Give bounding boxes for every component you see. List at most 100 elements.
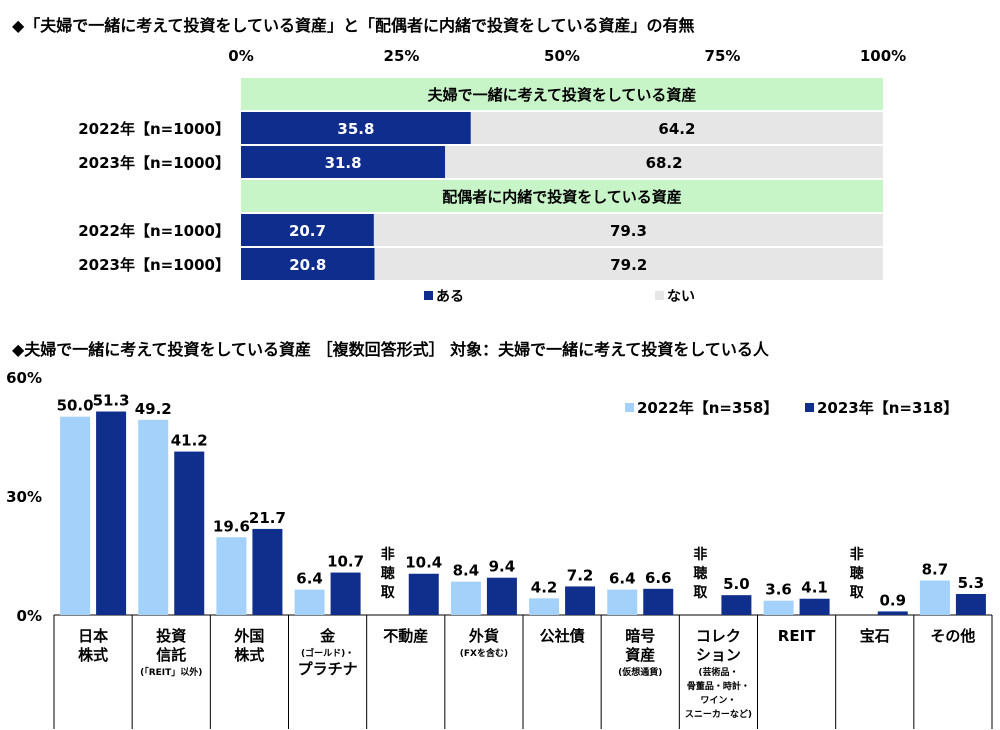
x-tick-label: 50% xyxy=(544,47,580,65)
legend-swatch xyxy=(805,403,814,412)
bar-2022 xyxy=(138,419,169,615)
bar-2023 xyxy=(721,595,752,615)
category-note: (「REIT」以外) xyxy=(140,666,202,678)
data-label: 50.0 xyxy=(57,397,94,415)
data-label: 5.0 xyxy=(723,575,750,593)
category-label: 金 xyxy=(319,627,336,645)
category-label: 株式 xyxy=(78,646,108,664)
bar-yes xyxy=(241,146,446,178)
category-label: 資産 xyxy=(625,646,655,664)
data-label: 9.4 xyxy=(489,558,516,576)
bar-2022 xyxy=(919,580,950,615)
bar-2023 xyxy=(486,577,517,615)
data-label-no: 79.2 xyxy=(610,256,647,274)
bar-2022 xyxy=(607,589,638,615)
data-label: 8.4 xyxy=(453,562,480,580)
category-label: 日本 xyxy=(78,627,108,645)
data-label: 19.6 xyxy=(213,517,250,535)
category-note: 骨董品・時計・ xyxy=(687,680,750,692)
bar-yes xyxy=(241,214,374,246)
data-label: 6.4 xyxy=(296,570,323,588)
category-label: 投資 xyxy=(156,627,186,645)
row-label: 2022年【n=1000】 xyxy=(78,120,230,138)
category-label: コレク xyxy=(696,627,741,645)
category-note: (FXを含む) xyxy=(460,647,508,659)
data-label-yes: 31.8 xyxy=(325,154,362,172)
bar-yes xyxy=(241,248,375,280)
chart1-title: ◆「夫婦で一緒に考えて投資をしている資産」と「配偶者に内緒で投資をしている資産」… xyxy=(12,16,695,35)
data-label: 10.7 xyxy=(327,553,364,571)
x-tick-label: 75% xyxy=(705,47,741,65)
section-band xyxy=(241,180,883,212)
data-label: 6.4 xyxy=(609,570,636,588)
bar-2023 xyxy=(565,586,596,615)
section-label: 夫婦で一緒に考えて投資をしている資産 xyxy=(428,86,697,104)
data-label-no: 64.2 xyxy=(658,120,695,138)
x-tick-label: 100% xyxy=(860,47,906,65)
category-label: 株式 xyxy=(234,646,264,664)
category-note: (ゴールド)・ xyxy=(301,647,354,659)
legend-entry: 2023年【n=318】 xyxy=(817,399,958,417)
section-label: 配偶者に内緒で投資をしている資産 xyxy=(442,188,682,206)
not-surveyed-label: 取 xyxy=(850,585,865,601)
data-label: 7.2 xyxy=(567,566,594,584)
data-label: 4.1 xyxy=(801,579,828,597)
x-tick-label: 0% xyxy=(228,47,253,65)
legend-entry: ある xyxy=(436,289,464,305)
legend-entry: 2022年【n=358】 xyxy=(637,399,778,417)
not-surveyed-label: 非 xyxy=(850,546,864,563)
bar-2022 xyxy=(763,600,794,615)
row-label: 2023年【n=1000】 xyxy=(78,256,230,274)
category-label: 外貨 xyxy=(468,627,499,645)
data-label: 8.7 xyxy=(922,560,949,578)
category-label: 信託 xyxy=(156,646,186,664)
row-label: 2022年【n=1000】 xyxy=(78,222,230,240)
bar-2023 xyxy=(174,451,205,615)
legend-swatch xyxy=(625,403,634,412)
category-label: REIT xyxy=(778,627,816,645)
not-surveyed-label: 聴 xyxy=(381,566,395,582)
x-tick-label: 25% xyxy=(384,47,420,65)
data-label: 49.2 xyxy=(135,400,172,418)
section-band xyxy=(241,78,883,110)
bar-2022 xyxy=(216,537,247,615)
category-note: (芸術品・ xyxy=(698,666,738,678)
category-label: その他 xyxy=(930,627,975,645)
y-tick-label: 60% xyxy=(6,369,42,387)
y-tick-label: 0% xyxy=(17,607,42,625)
data-label: 0.9 xyxy=(879,591,906,609)
bar-2023 xyxy=(877,611,908,615)
not-surveyed-label: 聴 xyxy=(850,566,864,582)
bar-2023 xyxy=(799,598,830,615)
legend-swatch xyxy=(655,291,664,300)
chart2-title: ◆夫婦で一緒に考えて投資をしている資産 ［複数回答形式］ 対象：夫婦で一緒に考え… xyxy=(12,340,769,359)
not-surveyed-label: 取 xyxy=(381,585,396,601)
chart1-stacked-bar: 0% 25% 50% 75% 100% 夫婦で一緒に考えて投資をしている資産 2022年【n… xyxy=(78,47,906,305)
bar-no xyxy=(470,112,883,144)
data-label: 10.4 xyxy=(405,554,442,572)
category-label: 宝石 xyxy=(860,627,890,645)
bar-2023 xyxy=(252,528,283,615)
bar-2023 xyxy=(408,573,439,615)
category-note: ワイン・ xyxy=(700,695,736,706)
bar-no xyxy=(373,214,883,246)
data-label: 21.7 xyxy=(249,509,286,527)
category-label: プラチナ xyxy=(298,660,358,678)
bar-2023 xyxy=(955,593,986,615)
category-label: 不動産 xyxy=(383,627,428,645)
bar-2023 xyxy=(96,411,127,615)
data-label: 6.6 xyxy=(645,569,672,587)
bar-2023 xyxy=(330,572,361,615)
bar-no xyxy=(374,248,883,280)
data-label: 3.6 xyxy=(765,581,792,599)
category-label: 暗号 xyxy=(625,627,655,645)
not-surveyed-label: 取 xyxy=(693,585,708,601)
bar-2022 xyxy=(60,416,91,615)
bar-yes xyxy=(241,112,471,144)
data-label: 41.2 xyxy=(171,432,208,450)
data-label-yes: 20.7 xyxy=(289,222,326,240)
data-label-no: 79.3 xyxy=(610,222,647,240)
category-label: 外国 xyxy=(233,627,264,645)
category-note: (仮想通貨) xyxy=(618,666,662,678)
